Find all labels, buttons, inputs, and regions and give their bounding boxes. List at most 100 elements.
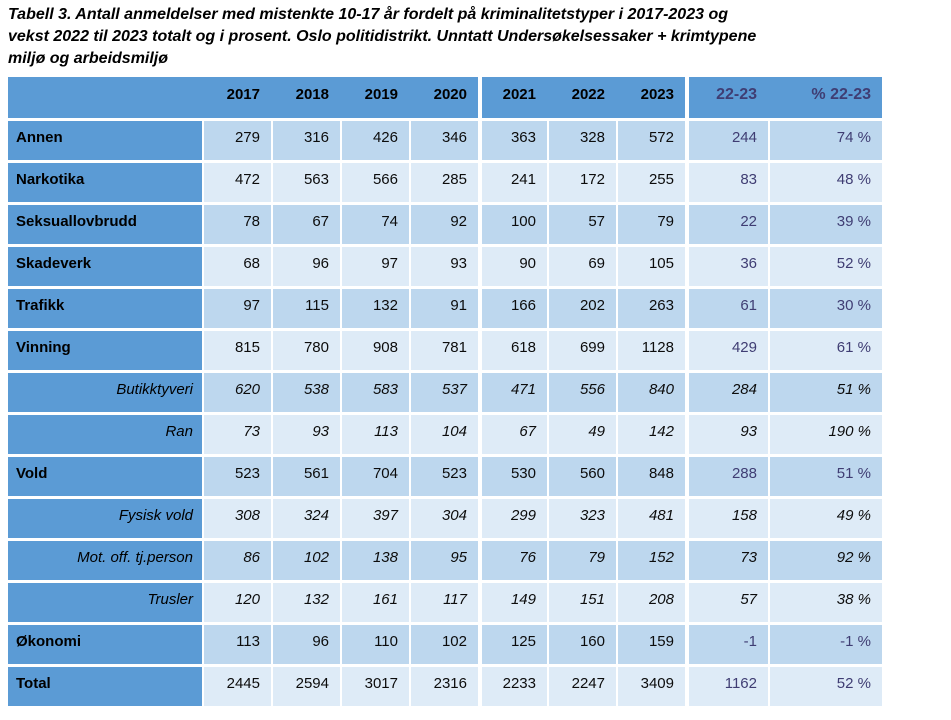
value-cell: 49 % bbox=[768, 499, 882, 541]
value-cell: 255 bbox=[616, 163, 685, 205]
value-cell: 138 bbox=[340, 541, 409, 583]
value-cell: 1162 bbox=[685, 667, 768, 709]
value-cell: -1 % bbox=[768, 625, 882, 667]
value-cell: 113 bbox=[202, 625, 271, 667]
value-cell: 815 bbox=[202, 331, 271, 373]
value-cell: 160 bbox=[547, 625, 616, 667]
value-cell: 3409 bbox=[616, 667, 685, 709]
value-cell: 208 bbox=[616, 583, 685, 625]
row-label: Butikktyveri bbox=[8, 373, 202, 415]
value-cell: 279 bbox=[202, 121, 271, 163]
value-cell: 1128 bbox=[616, 331, 685, 373]
value-cell: 61 bbox=[685, 289, 768, 331]
value-cell: 102 bbox=[271, 541, 340, 583]
table-row: Trafikk 97 115 132 91 166 202 263 61 30 % bbox=[8, 289, 882, 331]
table-row: Butikktyveri 620 538 583 537 471 556 840 284 51 % bbox=[8, 373, 882, 415]
table-row: Narkotika 472 563 566 285 241 172 255 83 48 % bbox=[8, 163, 882, 205]
value-cell: 100 bbox=[478, 205, 547, 247]
row-label: Ran bbox=[8, 415, 202, 457]
value-cell: -1 bbox=[685, 625, 768, 667]
table-row: Total 2445 2594 3017 2316 2233 2247 3409 1162 52 … bbox=[8, 667, 882, 709]
value-cell: 96 bbox=[271, 247, 340, 289]
table-row: Skadeverk 68 96 97 93 90 69 105 36 52 % bbox=[8, 247, 882, 289]
value-cell: 202 bbox=[547, 289, 616, 331]
value-cell: 132 bbox=[271, 583, 340, 625]
value-cell: 38 % bbox=[768, 583, 882, 625]
row-label: Trusler bbox=[8, 583, 202, 625]
table-body: Annen 279 316 426 346 363 328 572 244 74 % Narkoti… bbox=[8, 121, 882, 709]
value-cell: 132 bbox=[340, 289, 409, 331]
header-cell: 2018 bbox=[271, 77, 340, 121]
value-cell: 73 bbox=[202, 415, 271, 457]
row-label: Vold bbox=[8, 457, 202, 499]
value-cell: 97 bbox=[340, 247, 409, 289]
value-cell: 73 bbox=[685, 541, 768, 583]
value-cell: 117 bbox=[409, 583, 478, 625]
value-cell: 908 bbox=[340, 331, 409, 373]
value-cell: 530 bbox=[478, 457, 547, 499]
value-cell: 316 bbox=[271, 121, 340, 163]
value-cell: 848 bbox=[616, 457, 685, 499]
value-cell: 79 bbox=[616, 205, 685, 247]
value-cell: 572 bbox=[616, 121, 685, 163]
value-cell: 67 bbox=[478, 415, 547, 457]
value-cell: 22 bbox=[685, 205, 768, 247]
value-cell: 57 bbox=[547, 205, 616, 247]
value-cell: 78 bbox=[202, 205, 271, 247]
value-cell: 190 % bbox=[768, 415, 882, 457]
value-cell: 76 bbox=[478, 541, 547, 583]
value-cell: 284 bbox=[685, 373, 768, 415]
value-cell: 125 bbox=[478, 625, 547, 667]
table-row: Annen 279 316 426 346 363 328 572 244 74 % bbox=[8, 121, 882, 163]
value-cell: 2445 bbox=[202, 667, 271, 709]
value-cell: 166 bbox=[478, 289, 547, 331]
value-cell: 583 bbox=[340, 373, 409, 415]
value-cell: 2594 bbox=[271, 667, 340, 709]
table-row: Økonomi 113 96 110 102 125 160 159 -1 -1 % bbox=[8, 625, 882, 667]
value-cell: 556 bbox=[547, 373, 616, 415]
value-cell: 471 bbox=[478, 373, 547, 415]
table-row: Vinning 815 780 908 781 618 699 1128 429 61 % bbox=[8, 331, 882, 373]
caption-line-2: vekst 2022 til 2023 totalt og i prosent.… bbox=[8, 28, 757, 45]
value-cell: 61 % bbox=[768, 331, 882, 373]
value-cell: 39 % bbox=[768, 205, 882, 247]
value-cell: 840 bbox=[616, 373, 685, 415]
row-label: Fysisk vold bbox=[8, 499, 202, 541]
value-cell: 86 bbox=[202, 541, 271, 583]
value-cell: 363 bbox=[478, 121, 547, 163]
value-cell: 79 bbox=[547, 541, 616, 583]
corner-cell bbox=[8, 77, 202, 121]
row-label: Økonomi bbox=[8, 625, 202, 667]
crime-statistics-table: 2017 2018 2019 2020 2021 2022 2023 22-23% 22-23… bbox=[8, 77, 882, 709]
value-cell: 538 bbox=[271, 373, 340, 415]
value-cell: 104 bbox=[409, 415, 478, 457]
row-label: Trafikk bbox=[8, 289, 202, 331]
value-cell: 51 % bbox=[768, 373, 882, 415]
value-cell: 110 bbox=[340, 625, 409, 667]
header-cell: 2023 bbox=[616, 77, 685, 121]
value-cell: 472 bbox=[202, 163, 271, 205]
caption-line-3: miljø og arbeidsmiljø bbox=[8, 50, 169, 67]
value-cell: 429 bbox=[685, 331, 768, 373]
value-cell: 48 % bbox=[768, 163, 882, 205]
row-label: Vinning bbox=[8, 331, 202, 373]
value-cell: 523 bbox=[409, 457, 478, 499]
header-cell: 2021 bbox=[478, 77, 547, 121]
value-cell: 780 bbox=[271, 331, 340, 373]
value-cell: 158 bbox=[685, 499, 768, 541]
value-cell: 83 bbox=[685, 163, 768, 205]
header-cell: 2019 bbox=[340, 77, 409, 121]
value-cell: 781 bbox=[409, 331, 478, 373]
value-cell: 159 bbox=[616, 625, 685, 667]
value-cell: 299 bbox=[478, 499, 547, 541]
value-cell: 102 bbox=[409, 625, 478, 667]
table-row: Vold 523 561 704 523 530 560 848 288 51 % bbox=[8, 457, 882, 499]
value-cell: 142 bbox=[616, 415, 685, 457]
value-cell: 324 bbox=[271, 499, 340, 541]
value-cell: 36 bbox=[685, 247, 768, 289]
value-cell: 241 bbox=[478, 163, 547, 205]
value-cell: 161 bbox=[340, 583, 409, 625]
value-cell: 52 % bbox=[768, 667, 882, 709]
value-cell: 2316 bbox=[409, 667, 478, 709]
value-cell: 115 bbox=[271, 289, 340, 331]
